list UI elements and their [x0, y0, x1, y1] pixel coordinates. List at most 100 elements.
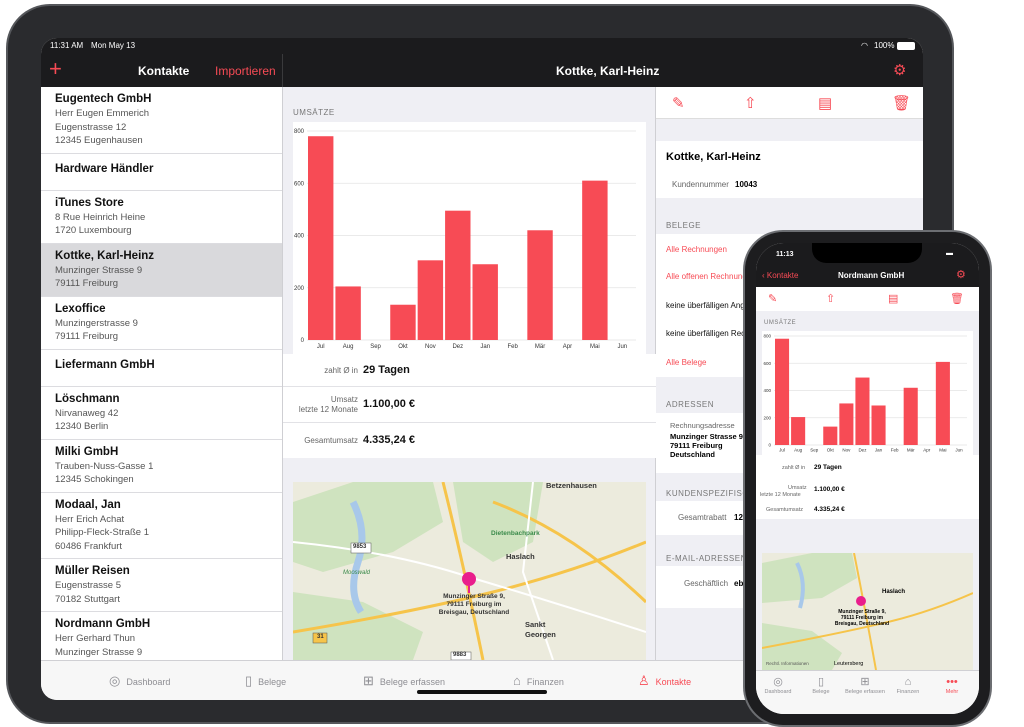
wifi-icon: ◠ — [861, 41, 868, 50]
contact-name: Hardware Händler — [55, 162, 154, 175]
phone-tab-finanzen[interactable]: ⌂ Finanzen — [886, 675, 930, 695]
y-tick-label: 600 — [294, 181, 305, 187]
phone-gear-icon[interactable]: ⚙ — [956, 269, 966, 281]
tab-belege-erfassen[interactable]: ⊞ Belege erfassen — [363, 673, 445, 689]
import-button[interactable]: Importieren — [215, 64, 276, 78]
contact-name: Müller Reisen — [55, 565, 130, 577]
x-tick-label: Dez — [452, 344, 463, 350]
contact-row[interactable]: Müller Reisen Eugenstrasse 5 70182 Stuttga… — [41, 559, 282, 612]
road-9853: 9853 — [353, 544, 367, 550]
y-tick-label: 800 — [763, 334, 771, 339]
share-icon[interactable]: ⇧ — [744, 95, 757, 112]
phone-umsatz-label: Umsatz — [788, 485, 807, 491]
map-address-label: Munzinger Straße 9, 79111 Freiburg im Br… — [429, 593, 519, 617]
contact-detail-line: 12340 Berlin — [55, 421, 109, 432]
status-date: Mon May 13 — [91, 41, 136, 50]
contact-detail-line: Munzingerstrasse 9 — [55, 317, 138, 329]
contact-row[interactable]: Löschmann Nirvanaweg 42 12340 Berlin — [41, 387, 282, 440]
contact-row[interactable]: Eugentech GmbH Herr Eugen Emmerich Eugenst… — [41, 87, 282, 154]
phone-zahlt-label: zahlt Ø in — [782, 465, 806, 471]
contact-row[interactable]: Liefermann GmbH — [41, 350, 282, 387]
contact-row[interactable]: iTunes Store 8 Rue Heinrich Heine 1720 Lux… — [41, 191, 282, 244]
master-nav: + Kontakte Importieren — [41, 54, 283, 87]
bar — [839, 403, 854, 445]
contact-row[interactable]: Milki GmbH Trauben-Nuss-Gasse 1 12345 Scho… — [41, 440, 282, 493]
contact-row[interactable]: Hardware Händler — [41, 154, 282, 191]
phone-map-svg — [762, 553, 973, 670]
contact-row[interactable]: Lexoffice Munzingerstrasse 9 79111 Freibur… — [41, 297, 282, 350]
status-battery: 100% — [874, 41, 895, 50]
belege-alle-rechnungen[interactable]: Alle Rechnungen — [666, 245, 727, 254]
x-tick-label: Nov — [425, 344, 436, 350]
x-tick-label: Aug — [794, 448, 803, 453]
contact-detail-line: Herr Erich Achat — [55, 513, 125, 525]
map-place-dietenbachpark: Dietenbachpark — [491, 530, 540, 537]
phone-share-icon[interactable]: ⇧ — [826, 293, 836, 305]
phone-map[interactable]: Munzinger Straße 9, 79111 Freiburg im Br… — [762, 553, 973, 670]
gear-icon[interactable]: ⚙ — [893, 62, 907, 79]
document-icon: ▯ — [245, 673, 253, 688]
bank-icon: ⌂ — [513, 673, 521, 688]
battery-icon — [897, 42, 915, 50]
contact-header-card: Kottke, Karl-Heinz Kundennummer 10043 — [656, 141, 923, 198]
phone-archive-icon[interactable]: ▤ — [888, 293, 899, 305]
phone-pencil-icon[interactable]: ✎ — [768, 293, 778, 305]
x-tick-label: Mär — [535, 344, 545, 350]
phone-tab-belege[interactable]: ▯ Belege — [799, 675, 843, 695]
phone-revenue-chart: 0 200 400 600 800 Jul Aug Sep Okt Nov Dez Jan Feb Mär… — [762, 331, 973, 455]
iphone-screen: 11:13 ▬ ‹ Kontakte Nordmann GmbH ⚙ ✎ ⇧ ▤… — [756, 243, 979, 714]
contact-name: Lexoffice — [55, 302, 106, 315]
email-value[interactable]: ebe — [734, 579, 748, 588]
adressen-header: ADRESSEN — [666, 400, 715, 409]
stats-card: zahlt Ø in 29 Tagen Umsatz letzte 12 Mon… — [283, 354, 656, 458]
phone-tab-dashboard[interactable]: ◎ Dashboard — [756, 675, 800, 695]
email-label: Geschäftlich — [684, 579, 729, 588]
phone-map-address-1: Munzinger Straße 9, — [838, 609, 886, 615]
map-place-mooswald: Mooswald — [343, 570, 371, 576]
contact-detail-line: Eugenstrasse 12 — [55, 121, 127, 133]
contact-detail-line: 60486 Frankfurt — [55, 540, 123, 552]
x-tick-label: Jul — [779, 448, 785, 453]
phone-stats: zahlt Ø in 29 Tagen Umsatz letzte 12 Mon… — [756, 455, 979, 519]
phone-back-button[interactable]: ‹ Kontakte — [762, 271, 799, 280]
gesamtrabatt-label: Gesamtrabatt — [678, 513, 727, 522]
x-tick-label: Mai — [939, 448, 946, 453]
trash-icon[interactable]: 🗑 — [892, 95, 912, 112]
pencil-icon[interactable]: ✎ — [672, 95, 685, 112]
tab-belege-erfassen-label: Belege erfassen — [379, 677, 445, 687]
phone-tab-mehr-label: Mehr — [945, 689, 959, 695]
document-add-icon: ⊞ — [363, 673, 374, 688]
revenue-panel: UMSÄTZE 0 200 400 600 800 Jul Aug Sep Okt Nov Dez J… — [283, 87, 656, 660]
y-tick-label: 600 — [763, 361, 771, 366]
contact-row[interactable]: Kottke, Karl-Heinz Munzinger Strasse 9 791… — [41, 243, 282, 297]
contact-detail-line: Munzinger Strasse 9 — [55, 646, 143, 658]
tab-kontakte[interactable]: ♙ Kontakte — [638, 673, 691, 689]
map-address-line-2: 79111 Freiburg im — [446, 601, 502, 608]
y-tick-label: 0 — [301, 338, 305, 344]
revenue-header: UMSÄTZE — [293, 108, 335, 117]
x-tick-label: Sep — [370, 344, 381, 350]
bar — [935, 361, 950, 445]
belege-angebote: keine überfälligen Angebote — [666, 301, 765, 310]
tab-dashboard[interactable]: ◎ Dashboard — [109, 673, 170, 689]
belege-alle-belege[interactable]: Alle Belege — [666, 358, 707, 367]
phone-map-legal[interactable]: Rechtl. Informationen — [766, 661, 809, 666]
archive-icon[interactable]: ▤ — [818, 95, 833, 112]
contact-name: Modaal, Jan — [55, 498, 121, 511]
phone-trash-icon[interactable]: 🗑 — [950, 293, 964, 305]
tab-belege[interactable]: ▯ Belege — [245, 673, 286, 689]
map-view[interactable]: Betzenhausen Dietenbachpark Haslach Sank… — [293, 482, 646, 660]
phone-tab-mehr[interactable]: ••• Mehr — [930, 675, 974, 695]
kundennummer-value: 10043 — [735, 180, 758, 189]
zahlt-label: zahlt Ø in — [324, 366, 358, 375]
bar — [472, 264, 498, 340]
x-tick-label: Okt — [827, 448, 835, 453]
contact-name: Kottke, Karl-Heinz — [55, 249, 155, 262]
contact-row[interactable]: Nordmann GmbH Herr Gerhard Thun Munzinger … — [41, 612, 282, 660]
contact-row[interactable]: Modaal, Jan Herr Erich Achat Philipp-Fleck… — [41, 493, 282, 559]
phone-tab-belege-erfassen[interactable]: ⊞ Belege erfassen — [843, 675, 887, 695]
belege-offene-rechnungen[interactable]: Alle offenen Rechnungen — [666, 272, 756, 281]
tab-finanzen[interactable]: ⌂ Finanzen — [513, 673, 564, 688]
add-contact-icon[interactable]: + — [49, 56, 62, 81]
road-9883: 9883 — [453, 652, 467, 658]
